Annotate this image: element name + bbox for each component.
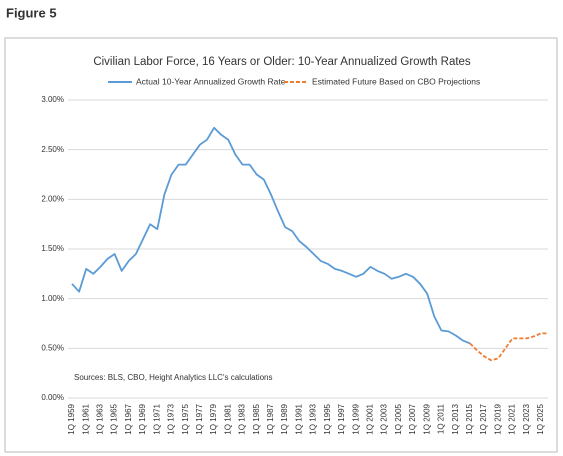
y-tick-label: 3.00% <box>41 95 64 104</box>
chart-title: Civilian Labor Force, 16 Years or Older:… <box>93 56 471 68</box>
x-tick-label: 1Q 2011 <box>437 403 446 434</box>
x-tick-label: 1Q 2001 <box>365 403 374 434</box>
y-tick-label: 2.00% <box>41 194 64 203</box>
x-tick-label: 1Q 2013 <box>451 403 460 434</box>
x-tick-label: 1Q 1999 <box>351 403 360 434</box>
x-tick-label: 1Q 2017 <box>479 403 488 434</box>
legend-label: Actual 10-Year Annualized Growth Rate <box>136 76 286 86</box>
x-tick-label: 1Q 1985 <box>252 403 261 434</box>
x-tick-label: 1Q 1969 <box>138 403 147 434</box>
x-tick-label: 1Q 1987 <box>266 403 275 434</box>
x-tick-label: 1Q 1971 <box>152 403 161 434</box>
x-tick-label: 1Q 1983 <box>238 403 247 434</box>
x-tick-label: 1Q 2019 <box>493 403 502 434</box>
x-tick-label: 1Q 2003 <box>380 403 389 434</box>
x-tick-label: 1Q 1975 <box>181 403 190 434</box>
legend-label: Estimated Future Based on CBO Projection… <box>312 76 480 86</box>
y-tick-label: 1.00% <box>41 294 64 303</box>
y-tick-label: 0.50% <box>41 343 64 352</box>
x-tick-label: 1Q 1977 <box>195 403 204 434</box>
source-note: Sources: BLS, CBO, Height Analytics LLC'… <box>74 373 273 382</box>
x-tick-label: 1Q 1997 <box>337 403 346 434</box>
x-tick-label: 1Q 1995 <box>323 403 332 434</box>
x-tick-label: 1Q 1991 <box>294 403 303 434</box>
x-tick-label: 1Q 2021 <box>508 403 517 434</box>
x-tick-label: 1Q 1963 <box>96 403 105 434</box>
x-tick-label: 1Q 1961 <box>81 403 90 434</box>
x-tick-label: 1Q 2023 <box>522 403 531 434</box>
chart-frame <box>4 37 558 453</box>
figure-heading: Figure 5 <box>6 5 57 20</box>
x-tick-label: 1Q 2009 <box>422 403 431 434</box>
y-tick-label: 0.00% <box>41 393 64 402</box>
x-tick-label: 1Q 1979 <box>209 403 218 434</box>
x-tick-label: 1Q 1989 <box>280 403 289 434</box>
x-tick-label: 1Q 2005 <box>394 403 403 434</box>
x-tick-label: 1Q 1965 <box>110 403 119 434</box>
x-tick-label: 1Q 1973 <box>167 403 176 434</box>
x-tick-label: 1Q 2025 <box>536 403 545 434</box>
data-line <box>469 332 548 362</box>
x-tick-label: 1Q 1993 <box>309 403 318 434</box>
y-tick-label: 1.50% <box>41 244 64 253</box>
x-tick-label: 1Q 1967 <box>124 403 133 434</box>
data-line <box>71 126 471 345</box>
x-tick-label: 1Q 1981 <box>223 403 232 434</box>
x-tick-label: 1Q 2007 <box>408 403 417 434</box>
x-tick-label: 1Q 1959 <box>67 403 76 434</box>
y-tick-label: 2.50% <box>41 145 64 154</box>
x-tick-label: 1Q 2015 <box>465 403 474 434</box>
